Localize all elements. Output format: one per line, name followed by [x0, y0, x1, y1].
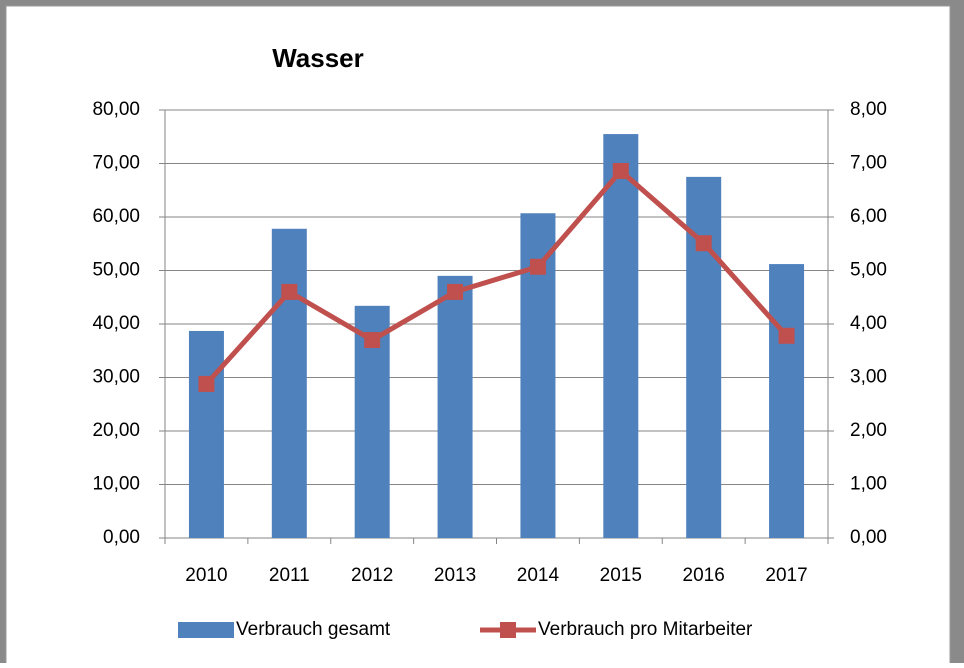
bar	[769, 264, 805, 538]
x-tick-label: 2017	[765, 565, 807, 586]
legend-swatch	[500, 622, 516, 638]
marker	[529, 258, 546, 275]
bar	[271, 228, 307, 538]
y-tick-label: 10,00	[92, 474, 140, 495]
y2-tick-label: 4,00	[850, 313, 887, 334]
chart-title: Wasser	[272, 43, 364, 73]
y-tick-label: 20,00	[92, 420, 140, 441]
marker	[778, 327, 795, 344]
marker	[612, 162, 629, 179]
bar	[603, 134, 639, 538]
y2-tick-label: 7,00	[850, 153, 887, 174]
y2-tick-label: 8,00	[850, 99, 887, 120]
y-tick-label: 30,00	[92, 367, 140, 388]
x-tick-label: 2014	[517, 565, 560, 586]
y2-tick-label: 0,00	[850, 527, 887, 548]
y2-tick-label: 2,00	[850, 420, 887, 441]
marker	[695, 235, 712, 252]
legend-swatch	[178, 622, 234, 638]
x-tick-label: 2011	[269, 565, 310, 586]
marker	[281, 283, 298, 300]
marker	[447, 283, 464, 300]
y-tick-label: 0,00	[103, 527, 140, 548]
y-tick-label: 80,00	[92, 99, 140, 120]
x-tick-label: 2016	[683, 565, 725, 586]
y-tick-label: 70,00	[92, 153, 140, 174]
y2-tick-label: 3,00	[850, 367, 887, 388]
x-tick-label: 2010	[185, 565, 227, 586]
y-tick-label: 50,00	[92, 260, 140, 281]
y2-tick-label: 1,00	[850, 474, 887, 495]
legend-label: Verbrauch gesamt	[236, 619, 391, 640]
x-tick-label: 2015	[600, 565, 642, 586]
x-tick-label: 2013	[434, 565, 476, 586]
marker	[198, 375, 215, 392]
bar	[437, 275, 473, 538]
x-tick-label: 2012	[351, 565, 393, 586]
y2-tick-label: 6,00	[850, 206, 887, 227]
marker	[364, 332, 381, 349]
line	[204, 167, 789, 386]
legend-label: Verbrauch pro Mitarbeiter	[538, 619, 753, 640]
bar	[188, 330, 224, 538]
chart-area	[5, 5, 951, 668]
y2-tick-label: 5,00	[850, 260, 887, 281]
y-tick-label: 60,00	[92, 206, 140, 227]
y-tick-label: 40,00	[92, 313, 140, 334]
